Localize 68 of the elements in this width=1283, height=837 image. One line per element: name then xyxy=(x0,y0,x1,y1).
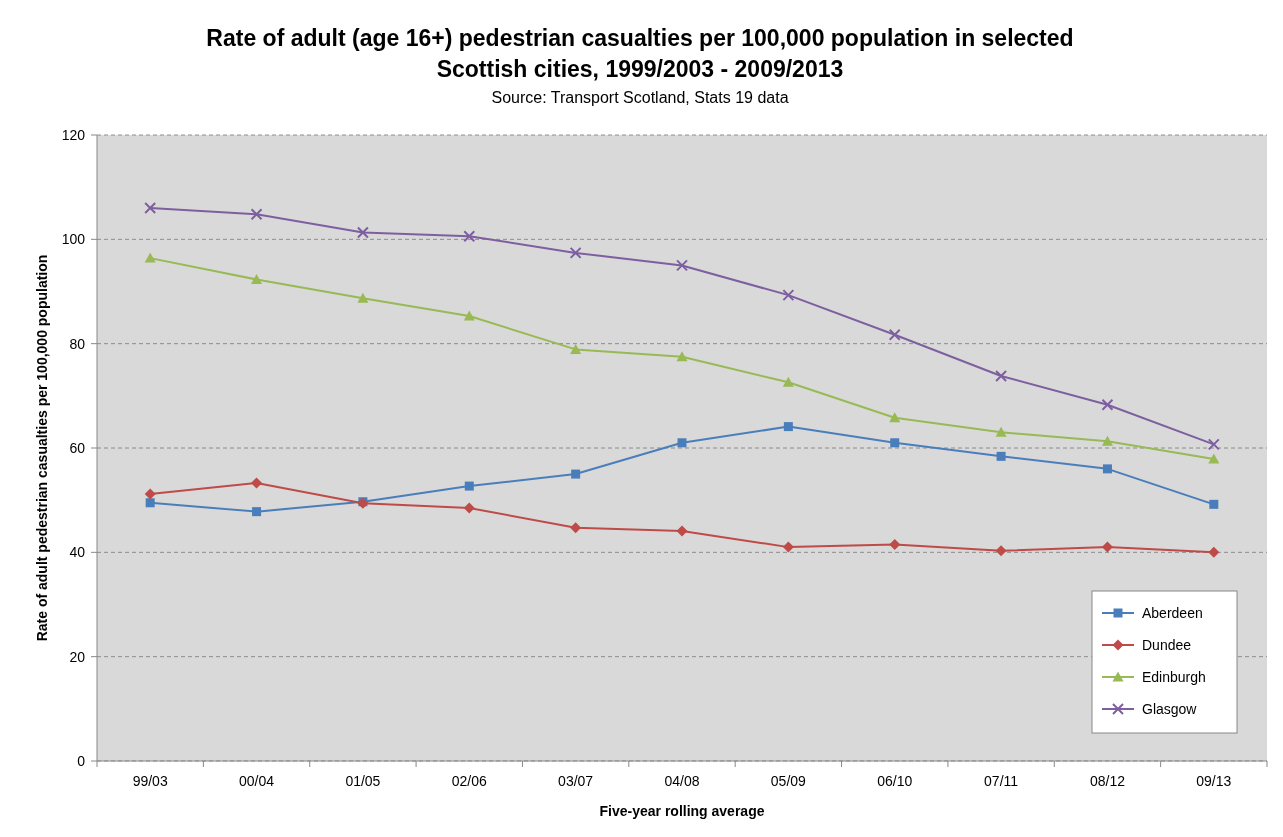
x-tick-label: 02/06 xyxy=(451,773,487,789)
y-tick-label: 100 xyxy=(61,231,86,248)
point xyxy=(996,451,1006,461)
point xyxy=(144,252,156,263)
point xyxy=(1207,438,1220,451)
y-tick-label: 40 xyxy=(69,544,86,561)
x-tick-label: 00/04 xyxy=(239,773,275,789)
x-tick-label: 07/11 xyxy=(984,773,1019,789)
point xyxy=(888,328,901,341)
point xyxy=(463,230,476,243)
point xyxy=(782,541,794,553)
point xyxy=(1209,499,1219,509)
point xyxy=(251,477,263,489)
point xyxy=(357,292,369,303)
point xyxy=(1101,435,1113,446)
point xyxy=(1208,453,1220,464)
x-tick-label: 03/07 xyxy=(558,773,594,789)
point xyxy=(995,545,1007,557)
point xyxy=(464,481,474,491)
legend-label: Aberdeen xyxy=(1142,604,1203,621)
point xyxy=(571,469,581,479)
point xyxy=(890,438,900,448)
y-tick-label: 20 xyxy=(69,648,86,665)
point xyxy=(1101,398,1114,411)
point xyxy=(251,274,263,284)
point xyxy=(463,502,475,514)
point xyxy=(1102,464,1112,474)
y-axis-title: Rate of adult pedestrian casualties per 100,000 population xyxy=(34,254,50,642)
x-tick-label: 09/13 xyxy=(1196,773,1232,789)
point xyxy=(144,488,156,500)
x-tick-label: 99/03 xyxy=(132,773,168,789)
y-tick-label: 60 xyxy=(69,439,86,456)
point xyxy=(782,289,795,302)
point xyxy=(676,351,688,362)
x-tick-label: 04/08 xyxy=(664,773,700,789)
x-tick-label: 08/12 xyxy=(1089,773,1126,789)
y-tick-label: 120 xyxy=(61,126,86,143)
point xyxy=(995,426,1007,437)
point xyxy=(889,539,901,551)
point xyxy=(569,246,582,259)
point xyxy=(676,259,688,272)
y-tick-label: 80 xyxy=(69,335,86,352)
x-tick-label: 05/09 xyxy=(770,773,807,789)
x-tick-label: 06/10 xyxy=(877,773,913,789)
legend-label: Edinburgh xyxy=(1142,668,1206,685)
chart-title: Rate of adult (age 16+) pedestrian casualties per 100,000 population in selected Scottish cities, 1999/2003 - 2009/2013 xyxy=(206,25,1074,82)
point xyxy=(356,226,369,239)
point xyxy=(570,343,582,354)
point xyxy=(144,202,157,215)
point xyxy=(252,507,262,517)
point xyxy=(1208,546,1220,558)
x-axis-title: Five-year rolling average xyxy=(599,803,765,819)
x-tick-label: 01/05 xyxy=(345,773,381,789)
point xyxy=(782,376,794,387)
point xyxy=(145,498,155,508)
point xyxy=(1101,541,1113,553)
legend-label: Dundee xyxy=(1142,636,1192,653)
point xyxy=(250,208,263,221)
point xyxy=(783,422,793,432)
y-tick-label: 0 xyxy=(77,752,86,769)
legend-label: Glasgow xyxy=(1142,700,1198,717)
point xyxy=(677,438,687,448)
chart-subtitle: Source: Transport Scotland, Stats 19 data xyxy=(491,89,789,106)
point xyxy=(889,412,901,423)
point xyxy=(570,522,582,534)
point xyxy=(676,525,688,537)
point xyxy=(463,310,475,321)
point xyxy=(995,370,1008,383)
